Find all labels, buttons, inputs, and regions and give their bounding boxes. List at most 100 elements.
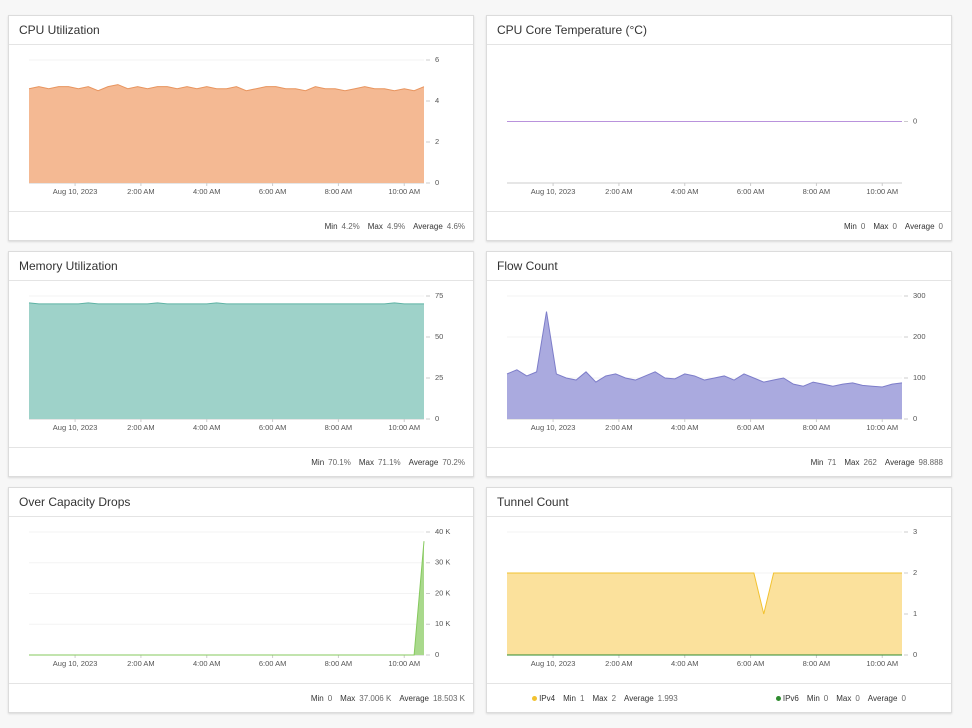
stat-value: 37.006 K <box>359 693 392 703</box>
x-tick-label: Aug 10, 2023 <box>531 659 576 668</box>
stat-value: 98.888 <box>918 457 943 467</box>
stats: Min 4.2% Max 4.9% Average 4.6% <box>9 211 473 240</box>
chart-plot: 0 2 4 6 Aug 10, 2023 2:00 AM 4:00 AM 6:00 AM 8:0… <box>28 55 439 196</box>
x-tick-label: 10:00 AM <box>866 187 898 196</box>
x-tick-label: Aug 10, 2023 <box>531 187 576 196</box>
chart-title: Over Capacity Drops <box>9 488 473 517</box>
x-tick-label: 8:00 AM <box>325 187 353 196</box>
chart-title: Memory Utilization <box>9 252 473 281</box>
x-tick-label: Aug 10, 2023 <box>53 187 98 196</box>
stat-value: 262 <box>863 457 877 467</box>
y-tick-label: 0 <box>913 116 917 125</box>
y-tick-label: 25 <box>435 373 443 382</box>
x-tick-label: Aug 10, 2023 <box>53 659 98 668</box>
stat-value: 4.9% <box>386 221 406 231</box>
stats: Min 70.1% Max 71.1% Average 70.2% <box>9 447 473 476</box>
stat-name: Max <box>836 693 852 703</box>
chart-title: CPU Core Temperature (°C) <box>487 16 951 45</box>
y-tick-label: 0 <box>435 414 439 423</box>
y-tick-label: 40 K <box>435 527 450 536</box>
x-tick-label: 2:00 AM <box>127 659 155 668</box>
stat-name: Average <box>408 457 439 467</box>
y-tick-label: 0 <box>913 650 917 659</box>
stat-value: 0 <box>901 693 906 703</box>
stat-name: Min <box>310 693 324 703</box>
stat-value: 4.2% <box>341 221 360 231</box>
y-tick-label: 0 <box>435 178 439 187</box>
x-tick-label: 8:00 AM <box>803 187 831 196</box>
y-tick-label: 2 <box>435 137 439 146</box>
stat-name: Average <box>624 693 654 703</box>
stat-value: 71.1% <box>377 457 401 467</box>
x-tick-label: 6:00 AM <box>737 659 765 668</box>
y-tick-label: 0 <box>913 414 917 423</box>
chart-plot: 0 10 K 20 K 30 K 40 K Aug 10, 2023 2:00 AM 4:00… <box>29 527 450 668</box>
stat-name: Max <box>340 693 356 703</box>
y-tick-label: 2 <box>913 568 917 577</box>
stat-name: Min <box>843 221 857 231</box>
x-tick-label: 4:00 AM <box>671 187 699 196</box>
x-tick-label: 8:00 AM <box>803 423 831 432</box>
x-tick-label: 6:00 AM <box>737 187 765 196</box>
stat-name: Min <box>810 457 824 467</box>
line <box>28 302 424 305</box>
stat-name: Min <box>806 693 820 703</box>
stat-value: 4.6% <box>446 221 465 231</box>
stat-value: 70.1% <box>328 457 351 467</box>
x-tick-label: 6:00 AM <box>259 423 287 432</box>
legend-name: IPv4 <box>539 693 556 703</box>
stat-name: Average <box>884 457 915 467</box>
legend-entry: IPv6 Min 0 Max 0 Average 0 <box>775 693 906 703</box>
line <box>506 311 903 388</box>
y-tick-label: 0 <box>435 650 439 659</box>
legend-label: IPv6 <box>775 694 799 703</box>
line <box>507 572 902 615</box>
stat-value: 18.503 K <box>432 693 465 703</box>
stat-value: 0 <box>938 221 943 231</box>
stat-name: Average <box>867 693 898 703</box>
chart-plot: 0 Aug 10, 2023 2:00 AM 4:00 AM 6:00 AM 8:00 A… <box>507 116 917 196</box>
chart-plot: 0 100 200 300 Aug 10, 2023 2:00 AM 4:00 AM 6:00… <box>506 291 926 432</box>
x-tick-label: 8:00 AM <box>325 659 353 668</box>
stat-value: 0 <box>860 221 866 231</box>
area <box>29 84 424 183</box>
chart-panel: CPU Utilization 0 2 4 6 Aug 10, 2023 2:00 AM 4:… <box>8 15 474 241</box>
x-tick-label: 2:00 AM <box>127 423 155 432</box>
y-tick-label: 300 <box>913 291 926 300</box>
stat-value: 0 <box>327 693 333 703</box>
legend-entry: IPv4 Min 1 Max 2 Average 1.993 <box>532 694 678 703</box>
x-tick-label: 8:00 AM <box>803 659 831 668</box>
y-tick-label: 1 <box>913 609 917 618</box>
legend-dot <box>775 695 781 701</box>
stat-value: 71 <box>827 457 837 467</box>
x-tick-label: 2:00 AM <box>605 659 633 668</box>
stat-name: Min <box>324 221 338 231</box>
y-tick-label: 6 <box>435 55 439 64</box>
x-tick-label: Aug 10, 2023 <box>53 423 98 432</box>
y-tick-label: 30 K <box>435 558 450 567</box>
x-tick-label: 4:00 AM <box>193 187 221 196</box>
stats: Min 0 Max 37.006 K Average 18.503 K <box>9 683 473 712</box>
stat-value: 70.2% <box>442 457 465 467</box>
y-tick-label: 100 <box>913 373 926 382</box>
line <box>29 541 425 656</box>
x-tick-label: 4:00 AM <box>671 423 699 432</box>
y-tick-label: 200 <box>913 332 926 341</box>
x-tick-label: 6:00 AM <box>259 187 287 196</box>
y-tick-label: 20 K <box>435 588 450 597</box>
x-tick-label: 10:00 AM <box>388 187 420 196</box>
stat-name: Max <box>358 457 374 467</box>
stat-name: Max <box>873 221 889 231</box>
x-tick-label: 4:00 AM <box>193 423 221 432</box>
chart-plot: 0 1 2 3 Aug 10, 2023 2:00 AM 4:00 AM 6:00 AM 8:0… <box>507 527 917 668</box>
chart-panel: Tunnel Count 0 1 2 3 Aug 10, 2023 2:00 AM 4:00 … <box>486 487 952 713</box>
x-tick-label: 10:00 AM <box>388 659 420 668</box>
chart-title: CPU Utilization <box>9 16 473 45</box>
stat-name: Average <box>399 693 429 703</box>
x-tick-label: Aug 10, 2023 <box>531 423 576 432</box>
stat-name: Average <box>904 221 935 231</box>
area <box>507 573 902 655</box>
stat-value: 2 <box>611 693 617 703</box>
legend: IPv4 Min 1 Max 2 Average 1.993 IPv6 Min 0 Max 0 Aver… <box>487 683 951 712</box>
x-tick-label: 2:00 AM <box>605 423 633 432</box>
